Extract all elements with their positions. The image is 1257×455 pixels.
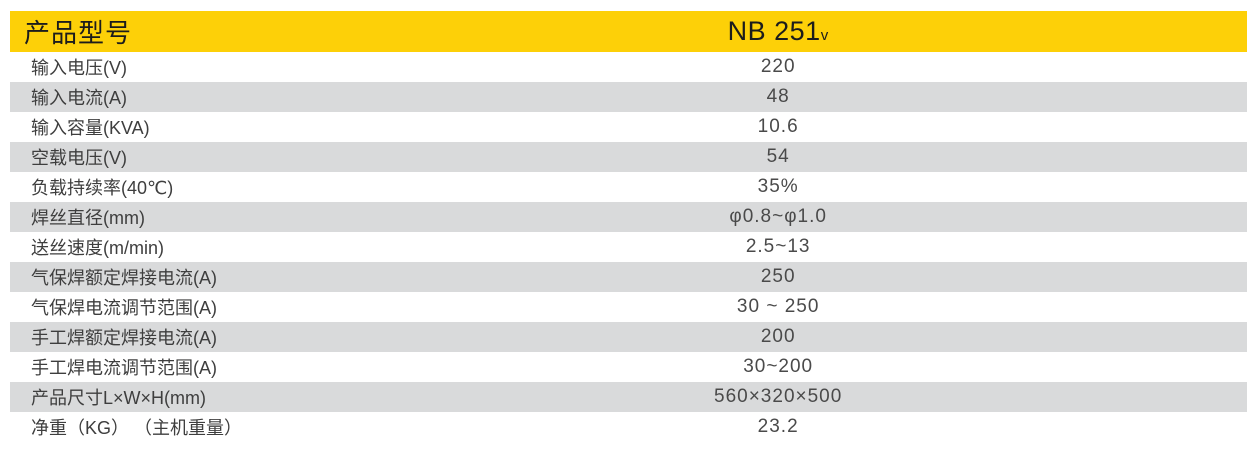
spec-value: 200 bbox=[760, 326, 796, 347]
spec-value: 10.6 bbox=[757, 116, 799, 137]
spec-label: 输入电压(V) bbox=[31, 58, 127, 78]
table-row: 手工焊电流调节范围(A) 30~200 bbox=[10, 352, 1247, 382]
table-row: 输入电流(A) 48 bbox=[10, 82, 1247, 112]
table-row: 净重（KG） （主机重量） 23.2 bbox=[10, 412, 1247, 442]
table-row: 送丝速度(m/min) 2.5~13 bbox=[10, 232, 1247, 262]
header-product-model-label: 产品型号 bbox=[24, 18, 133, 48]
table-row: 气保焊电流调节范围(A) 30 ~ 250 bbox=[10, 292, 1247, 322]
product-spec-table: 产品型号 NB 251v 输入电压(V) 220 输入电流(A) 48 输入容量… bbox=[10, 11, 1247, 442]
spec-label: 净重（KG） （主机重量） bbox=[31, 418, 243, 438]
spec-value: 35% bbox=[757, 176, 799, 197]
spec-value: 54 bbox=[766, 146, 790, 167]
spec-value: 23.2 bbox=[757, 416, 799, 437]
header-model-cell: NB 251v bbox=[309, 16, 1247, 47]
table-row: 气保焊额定焊接电流(A) 250 bbox=[10, 262, 1247, 292]
model-name: NB 251 bbox=[727, 16, 821, 46]
spec-label: 输入电流(A) bbox=[31, 88, 127, 108]
spec-label: 产品尺寸L×W×H(mm) bbox=[31, 388, 206, 408]
spec-value: 560×320×500 bbox=[714, 386, 843, 407]
spec-label: 送丝速度(m/min) bbox=[31, 238, 164, 258]
spec-label: 气保焊电流调节范围(A) bbox=[31, 298, 217, 318]
model-suffix: v bbox=[820, 27, 829, 44]
spec-label: 气保焊额定焊接电流(A) bbox=[31, 268, 217, 288]
table-row: 产品尺寸L×W×H(mm) 560×320×500 bbox=[10, 382, 1247, 412]
table-row: 输入容量(KVA) 10.6 bbox=[10, 112, 1247, 142]
table-row: 空载电压(V) 54 bbox=[10, 142, 1247, 172]
spec-value: 250 bbox=[760, 266, 796, 287]
table-row: 负载持续率(40℃) 35% bbox=[10, 172, 1247, 202]
spec-label: 手工焊电流调节范围(A) bbox=[31, 358, 217, 378]
spec-label: 负载持续率(40℃) bbox=[31, 178, 174, 198]
table-row: 焊丝直径(mm) φ0.8~φ1.0 bbox=[10, 202, 1247, 232]
table-row: 手工焊额定焊接电流(A) 200 bbox=[10, 322, 1247, 352]
spec-table-rows: 输入电压(V) 220 输入电流(A) 48 输入容量(KVA) 10.6 空载… bbox=[10, 52, 1247, 442]
spec-value: 2.5~13 bbox=[745, 236, 811, 257]
spec-label: 输入容量(KVA) bbox=[31, 118, 150, 138]
spec-value: 30 ~ 250 bbox=[736, 296, 820, 317]
table-row: 输入电压(V) 220 bbox=[10, 52, 1247, 82]
spec-value: 30~200 bbox=[743, 356, 814, 377]
spec-value: φ0.8~φ1.0 bbox=[729, 206, 827, 227]
spec-label: 空载电压(V) bbox=[31, 148, 127, 168]
spec-label: 焊丝直径(mm) bbox=[31, 208, 145, 228]
spec-value: 220 bbox=[760, 56, 796, 77]
spec-table-header-row: 产品型号 NB 251v bbox=[10, 11, 1247, 52]
spec-label: 手工焊额定焊接电流(A) bbox=[31, 328, 217, 348]
spec-value: 48 bbox=[766, 86, 790, 107]
